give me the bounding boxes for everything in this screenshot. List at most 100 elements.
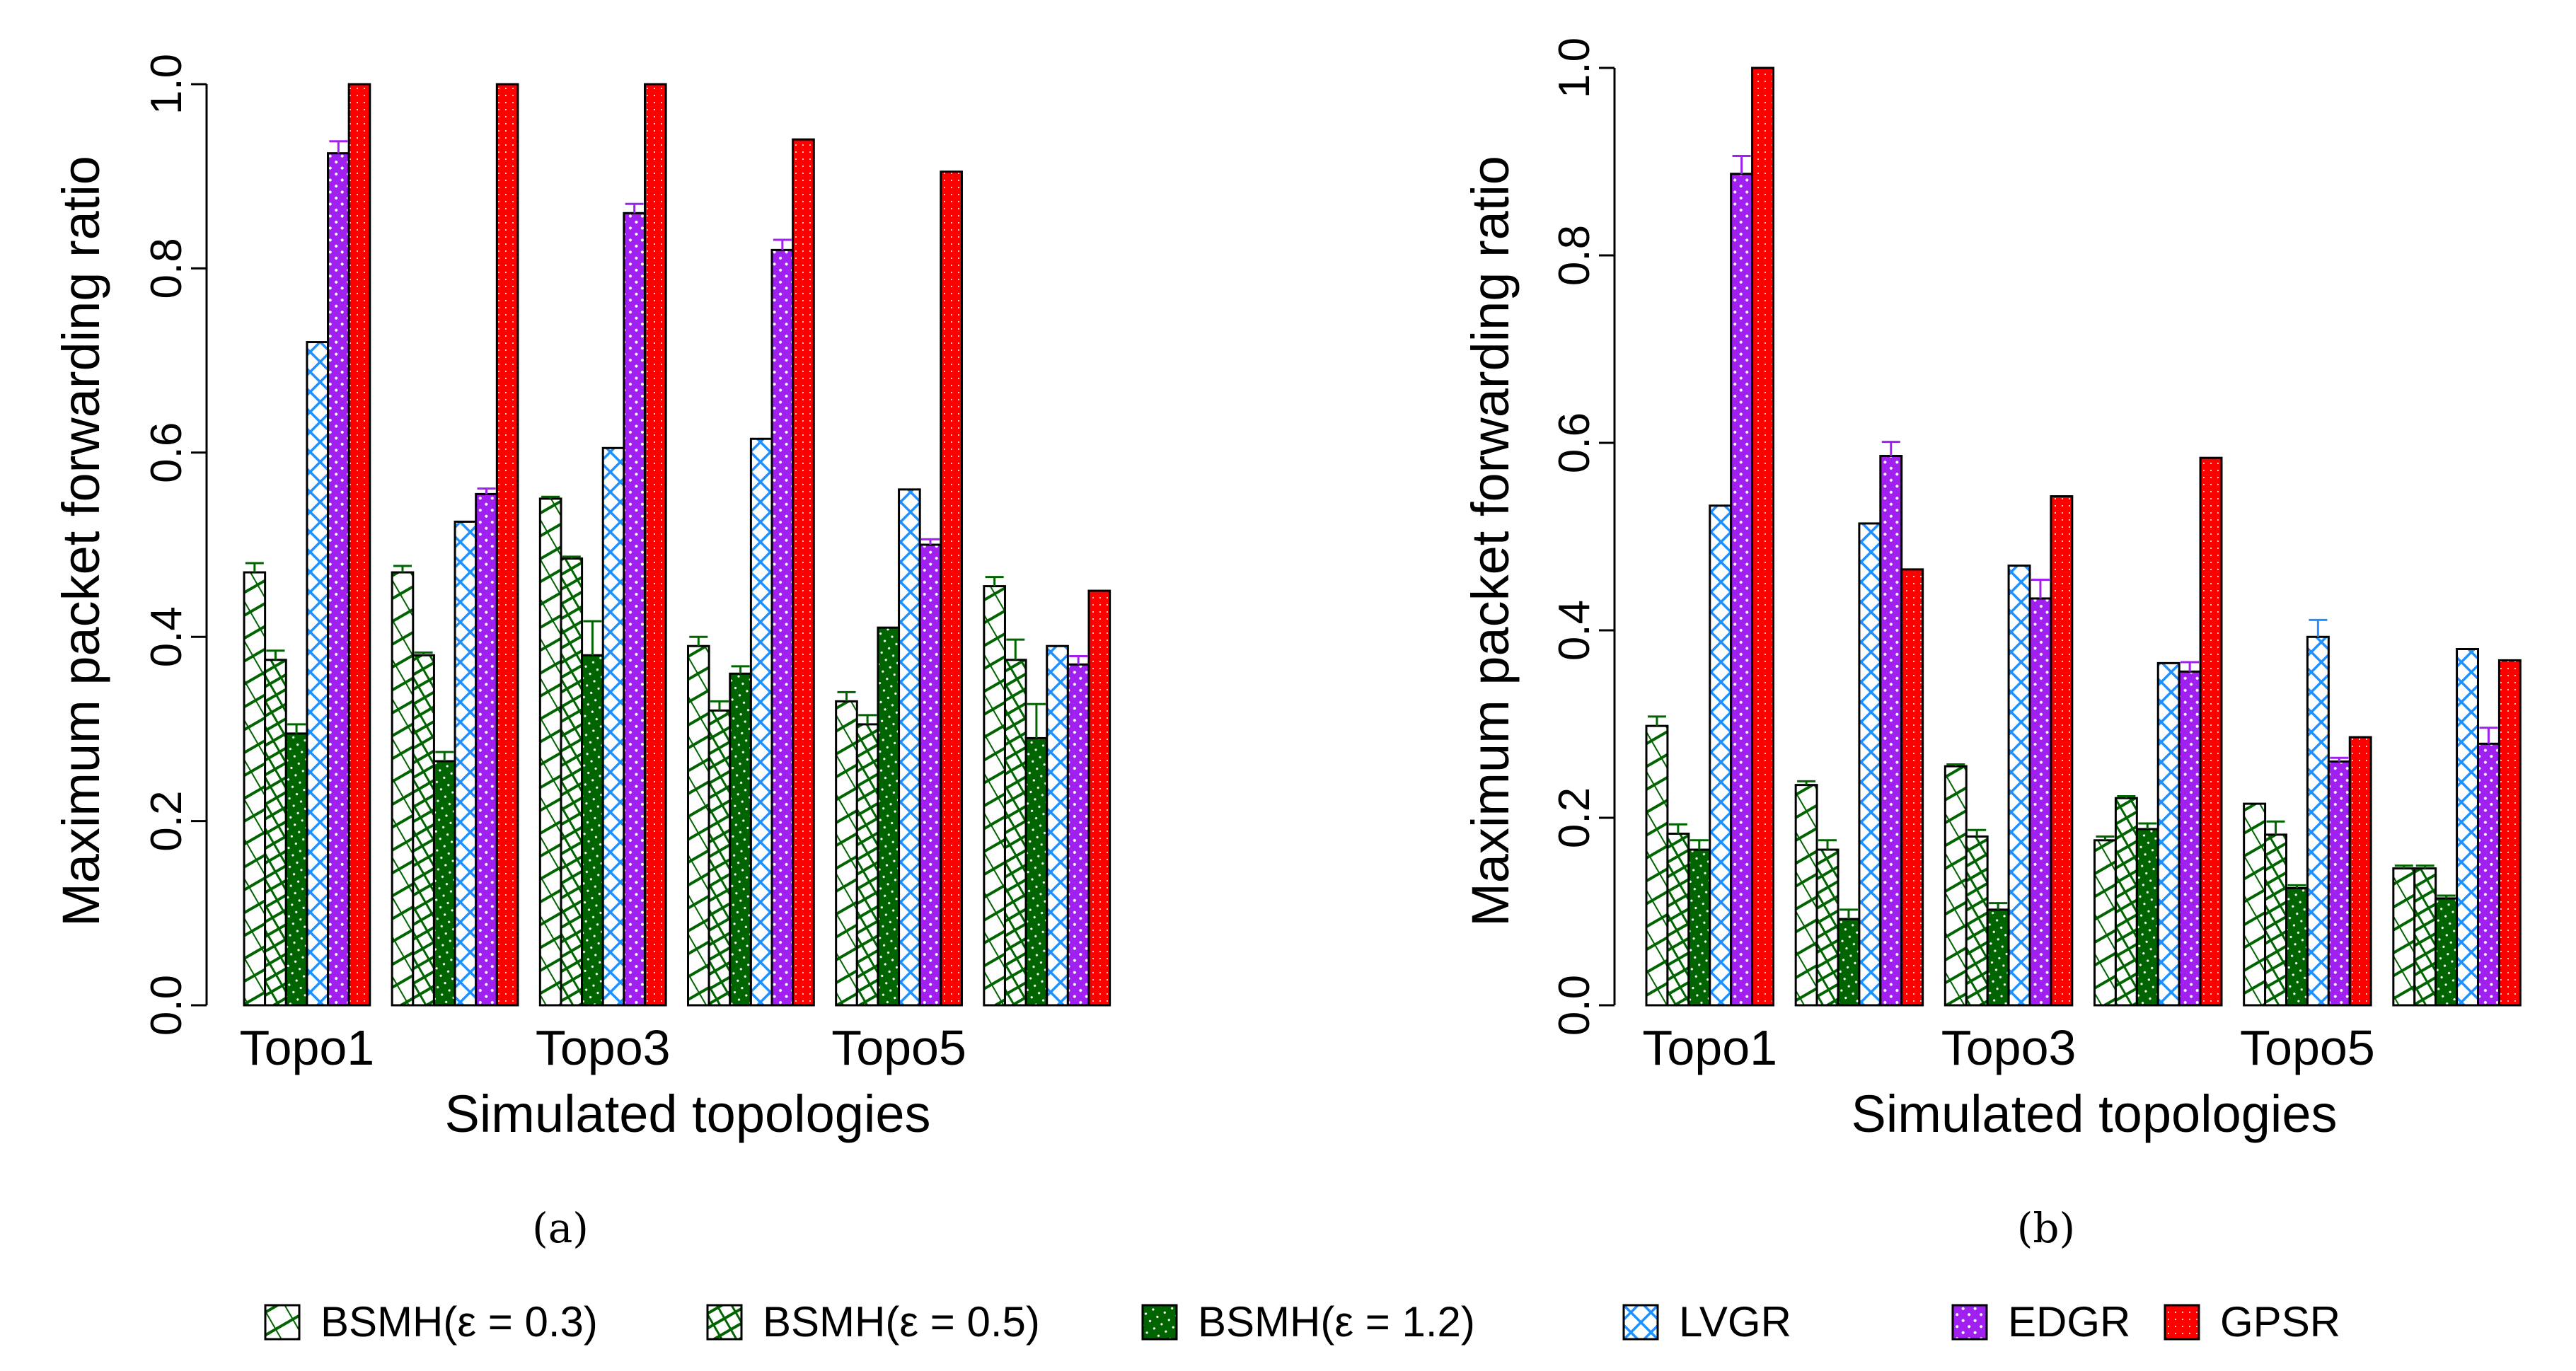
legend-swatch [2164, 1304, 2200, 1341]
bar [1858, 522, 1882, 1007]
legend-label: BSMH(ε = 0.5) [763, 1298, 1040, 1346]
bar [2156, 661, 2181, 1007]
bar [347, 83, 371, 1007]
bar [306, 341, 330, 1007]
bar [835, 700, 858, 1007]
bar [1024, 736, 1049, 1007]
x-tick-label: Topo5 [831, 1020, 966, 1075]
bar [1965, 835, 1989, 1007]
bar [707, 709, 732, 1007]
bar [327, 152, 350, 1007]
bar [243, 571, 267, 1007]
bar [2476, 742, 2500, 1007]
bar [770, 248, 795, 1007]
bar [2114, 797, 2138, 1007]
y-tick-label: 0.2 [142, 790, 191, 851]
x-tick-label: Topo3 [536, 1020, 671, 1075]
x-tick-label: Topo3 [1941, 1020, 2077, 1075]
y-tick-label: 0.4 [1550, 600, 1599, 661]
y-tick-label: 0.6 [142, 422, 191, 483]
y-axis-label: Maximum packet forwarding ratio [52, 156, 110, 927]
bar [2007, 565, 2031, 1007]
bar [1687, 848, 1711, 1007]
bar [2178, 670, 2202, 1007]
bar [2497, 659, 2522, 1007]
bar [432, 760, 456, 1007]
bar [560, 557, 584, 1007]
bar [1751, 66, 1774, 1007]
y-tick-label: 0.6 [1550, 412, 1599, 473]
bar [792, 138, 815, 1007]
bar [391, 571, 415, 1007]
chart-a: Maximum packet forwarding ratio Simulate… [52, 54, 1111, 1252]
bar [1087, 589, 1111, 1007]
y-tick-label: 0.2 [1550, 787, 1599, 848]
bar [2456, 648, 2479, 1007]
bar [623, 212, 646, 1007]
bar [918, 543, 942, 1007]
bar [2435, 897, 2459, 1007]
bar [983, 585, 1006, 1007]
bar [1794, 784, 1818, 1007]
y-tick-label: 0.0 [1550, 975, 1599, 1036]
legend-swatch [1141, 1304, 1178, 1341]
legend-label: EDGR [2008, 1298, 2130, 1346]
bar [1943, 765, 1968, 1007]
legend-swatch [1951, 1304, 1988, 1341]
bar [940, 170, 963, 1007]
bar [2285, 886, 2309, 1007]
y-tick-label: 0.0 [142, 975, 191, 1036]
bar [855, 723, 879, 1007]
bar [1837, 918, 1861, 1007]
legend-swatch [1622, 1304, 1659, 1341]
bar [454, 520, 478, 1007]
bar [898, 488, 921, 1007]
bar [1046, 644, 1069, 1007]
bar [2264, 833, 2287, 1007]
x-tick-label: Topo5 [2240, 1020, 2375, 1075]
bar [1815, 848, 1839, 1007]
y-axis-label: Maximum packet forwarding ratio [1461, 156, 1520, 927]
bar [1666, 833, 1690, 1007]
bar [1003, 659, 1027, 1007]
chart-b: Maximum packet forwarding ratio Simulate… [1461, 37, 2522, 1252]
bar [643, 83, 667, 1007]
bar [1709, 504, 1733, 1007]
legend-label: BSMH(ε = 1.2) [1198, 1298, 1475, 1346]
x-axis-label: Simulated topologies [445, 1084, 931, 1143]
bar [538, 497, 562, 1007]
x-tick-label: Topo1 [1642, 1020, 1777, 1075]
legend-label: GPSR [2220, 1298, 2340, 1346]
bar [2199, 456, 2223, 1007]
y-tick-label: 0.4 [142, 606, 191, 667]
bar [2050, 495, 2074, 1007]
bar [475, 492, 498, 1007]
bar [2093, 839, 2117, 1007]
bar [1066, 663, 1090, 1007]
caption-a: (a) [532, 1204, 589, 1252]
bar [2413, 867, 2437, 1007]
bar [2327, 760, 2351, 1007]
bar [687, 644, 710, 1007]
bar [412, 654, 435, 1007]
bar [2135, 828, 2159, 1007]
bar [877, 626, 901, 1007]
y-tick-label: 0.8 [142, 238, 191, 299]
y-tick-label: 1.0 [142, 54, 191, 115]
bar [729, 672, 752, 1007]
legend-swatch [706, 1304, 743, 1341]
bar [601, 446, 625, 1007]
bar [1900, 568, 1924, 1007]
bar [749, 437, 773, 1007]
y-tick-label: 1.0 [1550, 37, 1599, 98]
legend-label: BSMH(ε = 0.3) [320, 1298, 598, 1346]
legend: BSMH(ε = 0.3) BSMH(ε = 0.5) BSMH(ε = 1.2) L… [264, 1298, 2340, 1346]
bar [2392, 867, 2416, 1007]
bar [1645, 724, 1669, 1007]
bar [2028, 597, 2052, 1007]
x-tick-label: Topo1 [240, 1020, 375, 1075]
bar [581, 654, 604, 1007]
y-tick-label: 0.8 [1550, 225, 1599, 286]
bar [1879, 455, 1903, 1007]
bar [2348, 736, 2372, 1007]
